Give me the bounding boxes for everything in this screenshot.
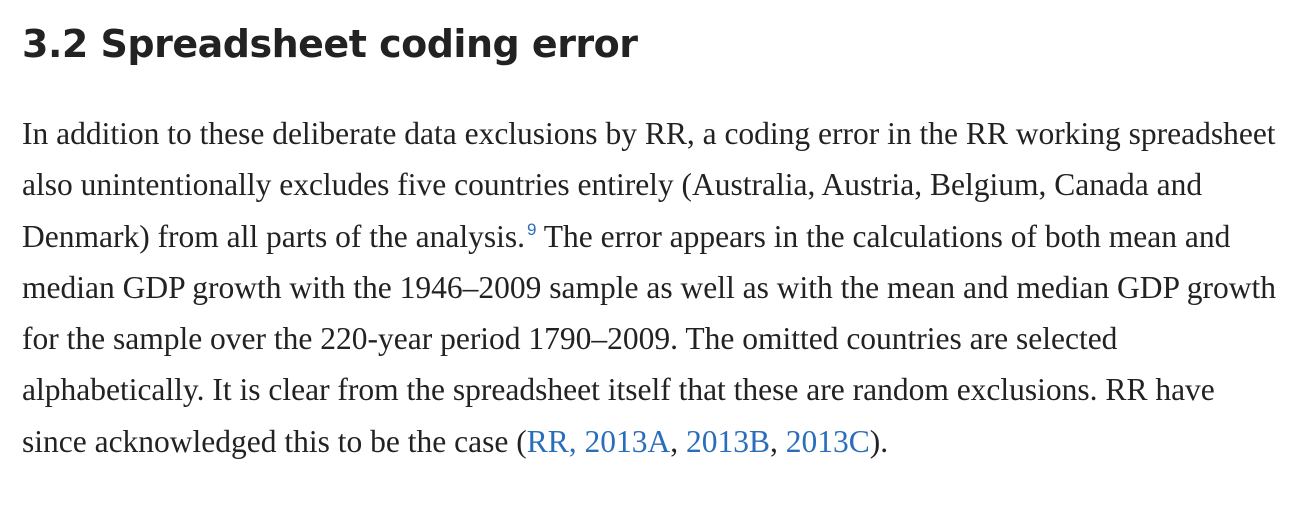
citation-link-2013c[interactable]: 2013C [785, 423, 870, 459]
citation-link-rr-2013a[interactable]: RR, 2013A [526, 423, 671, 459]
citation-link-2013b[interactable]: 2013B [685, 423, 770, 459]
paragraph-text-end: ). [869, 423, 889, 459]
article-section: 3.2 Spreadsheet coding error In addition… [22, 14, 1284, 467]
footnote-ref-link[interactable]: 9 [526, 220, 537, 240]
section-heading: 3.2 Spreadsheet coding error [22, 22, 638, 66]
citation-separator: , [670, 423, 686, 459]
citation-separator: , [770, 423, 786, 459]
paragraph-text-part-2: The error appears in the calculations of… [22, 218, 1276, 459]
paragraph-text-part-1: In addition to these deliberate data exc… [22, 116, 1276, 254]
body-paragraph: In addition to these deliberate data exc… [22, 108, 1284, 467]
